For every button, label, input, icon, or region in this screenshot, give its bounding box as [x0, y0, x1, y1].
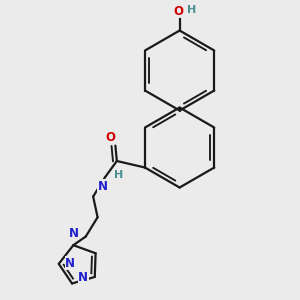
Text: H: H — [114, 170, 123, 180]
Text: N: N — [98, 180, 108, 193]
Text: N: N — [69, 227, 79, 240]
Text: N: N — [65, 257, 75, 270]
Text: H: H — [187, 5, 196, 15]
Text: N: N — [78, 271, 88, 284]
Text: O: O — [105, 131, 115, 144]
Text: O: O — [173, 5, 183, 18]
